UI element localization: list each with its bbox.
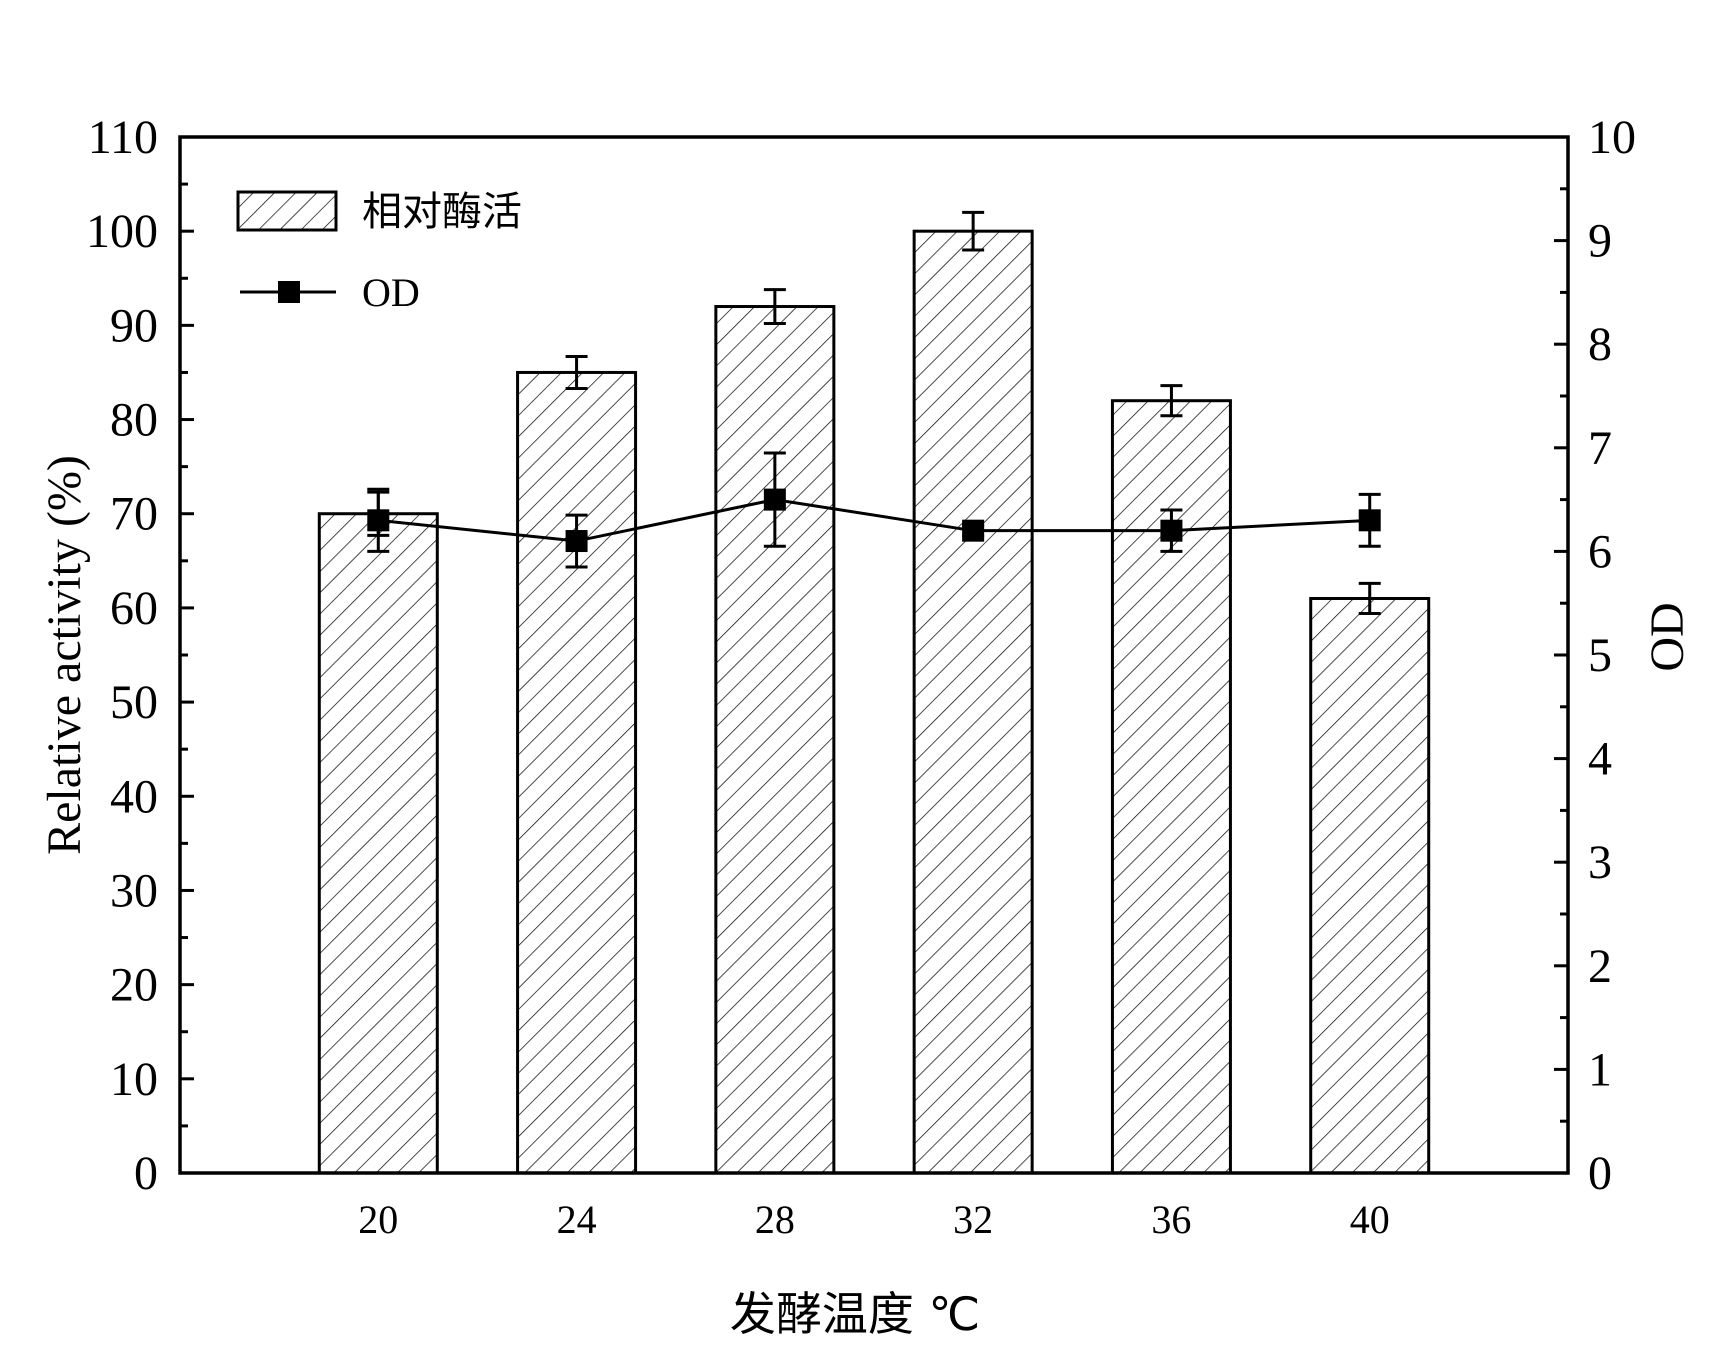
y-tick-label: 0 — [134, 1147, 158, 1200]
od-point-32 — [962, 519, 985, 542]
y2-axis-title: OD — [1641, 602, 1694, 671]
x-tick-label: 32 — [953, 1197, 993, 1242]
y-tick-label: 60 — [110, 582, 158, 635]
y-tick-label: 80 — [110, 394, 158, 447]
od-point-20 — [367, 509, 390, 532]
bar-error-36 — [1160, 384, 1183, 418]
y2-tick-label: 7 — [1588, 422, 1612, 475]
y-axis-title: Relative activity (%) — [38, 455, 91, 855]
y2-tick-label: 3 — [1588, 836, 1612, 889]
legend-bar-label: 相对酶活 — [362, 189, 522, 235]
y2-tick-label: 1 — [1588, 1043, 1612, 1096]
x-axis-title: 发酵温度 ℃ — [730, 1287, 980, 1341]
y-tick-label: 10 — [110, 1053, 158, 1106]
x-tick-label: 40 — [1350, 1197, 1390, 1242]
y-tick-label: 40 — [110, 770, 158, 823]
bar-32 — [912, 229, 1034, 1175]
bars-layer — [317, 210, 1431, 1175]
x-tick-label: 28 — [755, 1197, 795, 1242]
y2-tick-label: 2 — [1588, 940, 1612, 993]
bar-error-24 — [565, 354, 588, 390]
y2-tick-label: 10 — [1588, 111, 1636, 164]
od-point-24 — [565, 530, 588, 553]
y-tick-label: 50 — [110, 676, 158, 729]
bar-20 — [317, 512, 439, 1175]
bar-40 — [1309, 596, 1431, 1175]
legend: 相对酶活 OD — [236, 189, 522, 315]
y-tick-label: 20 — [110, 959, 158, 1012]
axes-layer: 0 10 20 30 40 50 60 70 80 90 100 110 0 1 2 3 4 5 6 7 8 9 10 20 2… — [86, 111, 1636, 1242]
x-tick-label: 36 — [1151, 1197, 1191, 1242]
bar-error-32 — [962, 210, 985, 252]
legend-bar-swatch — [236, 190, 338, 232]
bar-24 — [516, 370, 638, 1175]
legend-line-marker — [278, 281, 300, 303]
y2-tick-label: 9 — [1588, 215, 1612, 268]
y2-tick-label: 8 — [1588, 318, 1612, 371]
od-point-40 — [1358, 509, 1381, 532]
y-tick-label: 110 — [88, 111, 158, 164]
y-tick-label: 90 — [110, 299, 158, 352]
x-tick-label: 24 — [557, 1197, 597, 1242]
legend-line-label: OD — [362, 270, 420, 315]
od-point-28 — [763, 488, 786, 511]
od-line-layer — [367, 451, 1381, 569]
bar-28 — [714, 305, 836, 1175]
y2-tick-label: 6 — [1588, 525, 1612, 578]
od-point-36 — [1160, 519, 1183, 542]
y-tick-label: 70 — [110, 488, 158, 541]
od-series-line — [378, 498, 1370, 543]
y2-tick-label: 5 — [1588, 629, 1612, 682]
bar-error-40 — [1358, 581, 1381, 616]
y2-tick-label: 0 — [1588, 1147, 1612, 1200]
y2-tick-label: 4 — [1588, 733, 1612, 786]
y-tick-label: 100 — [86, 205, 158, 258]
bar-error-28 — [763, 288, 786, 325]
y-tick-label: 30 — [110, 864, 158, 917]
x-tick-label: 20 — [358, 1197, 398, 1242]
